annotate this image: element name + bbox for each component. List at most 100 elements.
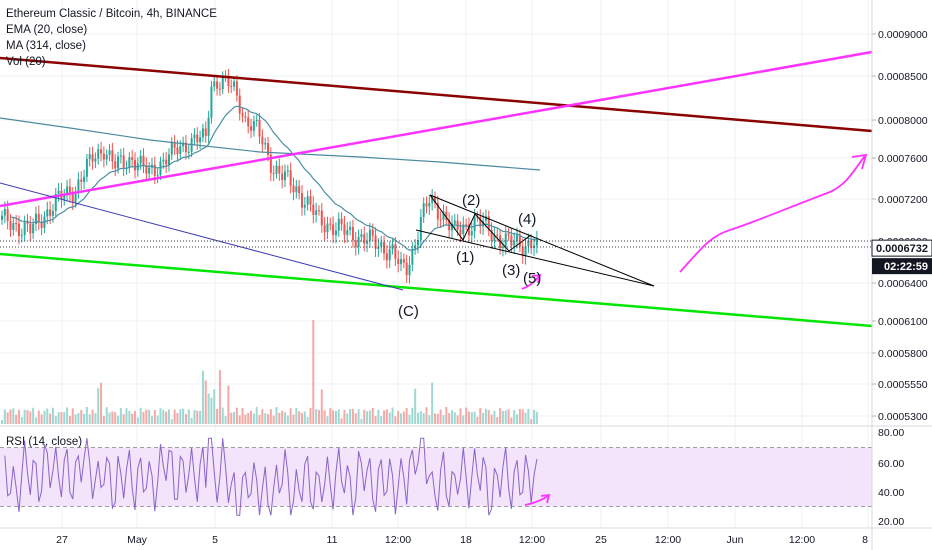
volume-bar-107 (303, 411, 306, 424)
candle-body-149 (422, 203, 425, 218)
time-tick-label-11: 8 (862, 534, 868, 546)
volume-bar-0 (1, 420, 3, 424)
volume-bar-145 (411, 407, 414, 424)
rsi-legend[interactable]: RSI (14, close) (6, 436, 83, 448)
time-tick-label-5: 18 (460, 534, 472, 546)
volume-bar-22 (63, 412, 66, 424)
volume-bar-63 (179, 409, 182, 424)
legend-ema[interactable]: EMA (20, close) (6, 24, 88, 36)
volume-bar-168 (476, 416, 479, 424)
candle-body-115 (326, 223, 329, 233)
candle-body-156 (442, 211, 445, 220)
candle-body-37 (105, 154, 108, 160)
candle-body-83 (235, 81, 238, 96)
candle-body-0 (1, 215, 3, 220)
candle-body-81 (230, 85, 233, 87)
volume-bar-90 (255, 407, 258, 424)
price-tick-label-3: 0.0007600 (878, 153, 928, 165)
candle-body-160 (453, 220, 456, 224)
volume-bar-79 (224, 416, 227, 424)
candle-body-135 (383, 242, 386, 254)
volume-bar-148 (419, 411, 422, 424)
volume-bar-93 (264, 413, 267, 424)
volume-bar-68 (193, 409, 196, 424)
wave-label-4: (5) (523, 270, 541, 287)
candle-body-122 (346, 230, 349, 235)
volume-bar-18 (51, 407, 54, 424)
candle-body-179 (507, 233, 510, 236)
volume-bar-17 (49, 413, 52, 424)
candle-body-75 (213, 81, 216, 87)
volume-bar-38 (108, 412, 111, 424)
volume-bar-128 (363, 409, 366, 424)
legend-volume[interactable]: Vol (20) (6, 56, 46, 68)
candle-body-129 (366, 240, 369, 244)
candle-body-96 (272, 172, 275, 174)
candle-body-178 (504, 233, 507, 247)
volume-bar-142 (402, 411, 405, 424)
candle-body-70 (199, 137, 202, 143)
candle-body-6 (17, 223, 20, 237)
candle-body-10 (29, 223, 32, 234)
price-tick-label-2: 0.0008000 (878, 115, 928, 127)
candle-body-118 (334, 230, 337, 236)
volume-bar-182 (516, 414, 519, 424)
wave-label-1: (4) (518, 211, 536, 228)
volume-bar-122 (346, 413, 349, 424)
volume-bar-188 (533, 409, 536, 424)
candle-body-172 (487, 216, 490, 231)
candle-body-107 (303, 204, 306, 208)
candle-body-82 (233, 81, 236, 87)
candle-body-60 (170, 142, 173, 155)
candle-body-112 (317, 210, 320, 212)
volume-bar-131 (371, 407, 374, 424)
volume-bar-67 (190, 417, 193, 424)
candle-body-187 (530, 240, 533, 249)
volume-bar-156 (442, 415, 445, 424)
volume-bar-139 (394, 416, 397, 424)
volume-bar-99 (281, 410, 284, 424)
legend-title[interactable]: Ethereum Classic / Bitcoin, 4h, BINANCE (6, 8, 217, 20)
volume-bar-129 (366, 411, 369, 424)
candle-body-68 (193, 134, 196, 139)
candle-body-45 (128, 157, 131, 168)
volume-bar-173 (490, 414, 493, 424)
volume-bar-37 (105, 407, 108, 424)
candle-body-55 (156, 175, 159, 177)
candle-body-124 (351, 226, 354, 241)
candle-body-43 (122, 155, 125, 168)
volume-bar-92 (261, 409, 264, 424)
volume-bar-81 (230, 412, 233, 424)
volume-bar-105 (298, 411, 301, 424)
candle-body-120 (340, 218, 343, 225)
candle-body-136 (385, 253, 388, 261)
candle-body-80 (227, 75, 230, 86)
candle-body-41 (117, 156, 120, 169)
time-tick-label-10: 12:00 (789, 534, 815, 546)
candle-body-169 (479, 216, 482, 227)
volume-bar-39 (111, 411, 114, 424)
volume-bar-6 (17, 409, 20, 424)
candle-body-162 (459, 229, 462, 235)
candle-body-95 (269, 154, 272, 173)
candle-body-150 (425, 203, 428, 207)
candle-body-189 (535, 238, 538, 246)
candle-body-105 (298, 186, 301, 194)
candle-body-171 (484, 216, 487, 221)
candle-body-130 (368, 229, 371, 241)
volume-bar-138 (391, 407, 394, 424)
legend-ma[interactable]: MA (314, close) (6, 40, 86, 52)
volume-bar-144 (408, 414, 411, 424)
candle-body-51 (145, 165, 148, 174)
wave-label-2: (1) (456, 249, 474, 266)
volume-bar-11 (32, 407, 35, 424)
forecast-arrow (679, 155, 866, 273)
volume-bar-64 (182, 408, 185, 424)
candle-body-26 (74, 191, 77, 203)
volume-bar-61 (173, 409, 176, 424)
volume-bar-82 (233, 411, 236, 424)
volume-bar-100 (284, 412, 286, 424)
ema-line (10, 105, 537, 251)
